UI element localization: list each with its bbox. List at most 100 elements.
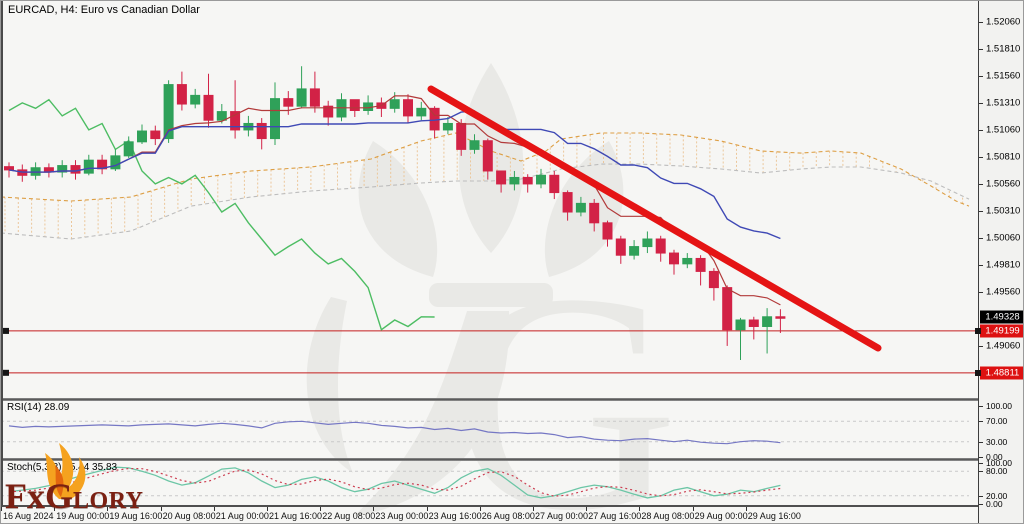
hline-price-badge: 1.49199	[980, 324, 1023, 338]
price-axis-label: 1.49060	[986, 340, 1021, 352]
time-axis-tick	[54, 507, 56, 511]
bull-candle-body	[123, 141, 134, 157]
bear-candle-body	[256, 122, 267, 140]
rsi-scale-label: 70.00	[986, 416, 1008, 427]
time-axis-label: 26 Aug 08:00	[481, 511, 535, 521]
time-axis-tick	[533, 507, 534, 511]
bear-candle-body	[655, 238, 666, 254]
hline-anchor-marker[interactable]	[3, 369, 9, 376]
price-axis-tick	[979, 183, 983, 185]
bear-candle-body	[496, 170, 507, 185]
bull-candle-body	[762, 316, 773, 327]
time-axis-label: 22 Aug 08:00	[322, 511, 376, 521]
time-axis-label: 21 Aug 16:00	[269, 511, 323, 521]
fxglory-logo-text: FxGLORY	[5, 476, 144, 516]
rsi-scale-label: 100.00	[986, 401, 1012, 411]
stoch-indicator-label: Stoch(5,3,3) 45.44 35.83	[7, 462, 118, 473]
bull-candle-body	[735, 319, 746, 331]
bull-candle-body	[163, 84, 174, 140]
senkou-span-a-line	[1, 132, 970, 207]
bear-candle-body	[748, 319, 759, 327]
bear-candle-body	[695, 257, 706, 272]
price-axis-label: 1.51560	[986, 70, 1021, 82]
rsi-pane[interactable]	[1, 401, 978, 458]
bear-candle-body	[456, 122, 467, 150]
bear-candle-body	[482, 140, 493, 172]
stoch-k-line	[8, 466, 781, 499]
stoch-scale-tick	[979, 471, 983, 473]
bear-candle-body	[403, 99, 413, 117]
chart-left-border	[1, 1, 3, 507]
price-axis-label: 1.50310	[986, 205, 1021, 217]
bear-candle-body	[203, 94, 214, 121]
price-axis-tick	[979, 156, 983, 158]
price-axis-tick	[979, 102, 983, 104]
price-axis[interactable]: 1.52060 1.51810 1.51560 1.51310 1.51060 1.508…	[975, 1, 1023, 523]
current-price-badge: 1.49328	[980, 310, 1023, 324]
price-axis-tick	[979, 345, 983, 347]
watermark-lily-left-petal	[358, 141, 438, 277]
rsi-indicator-label: RSI(14) 28.09	[7, 402, 70, 413]
watermark-lily-band	[429, 283, 553, 307]
kijun-sen-line	[8, 110, 781, 240]
hline-anchor-marker[interactable]	[3, 327, 9, 334]
price-axis-tick	[979, 129, 983, 131]
bull-candle-body	[110, 155, 121, 170]
bull-candle-body	[642, 238, 653, 248]
price-axis-tick	[979, 210, 983, 212]
bull-candle-body	[57, 165, 68, 173]
time-axis-label: 19 Aug 00:00	[56, 511, 110, 521]
time-axis-label: 20 Aug 08:00	[162, 511, 216, 521]
watermark-swirl	[306, 297, 353, 473]
price-axis-label: 1.49810	[986, 259, 1021, 271]
bear-candle-body	[775, 316, 786, 319]
bear-candle-body	[522, 176, 533, 185]
time-axis-label: 28 Aug 08:00	[641, 511, 695, 521]
stoch-scale-tick	[979, 463, 983, 464]
bull-candle-body	[216, 111, 227, 121]
price-axis-tick	[979, 291, 983, 293]
bull-candle-body	[389, 99, 400, 109]
chart-title: EURCAD, H4: Euro vs Canadian Dollar	[8, 4, 200, 16]
bear-candle-body	[230, 111, 241, 131]
price-axis-label: 1.50560	[986, 178, 1021, 190]
stoch-pane[interactable]	[1, 461, 978, 505]
fxglory-logo: FxGLORY	[3, 443, 173, 521]
price-axis-tick	[979, 237, 983, 239]
bear-candle-body	[323, 105, 334, 118]
main-chart-pane[interactable]	[1, 1, 978, 398]
price-axis-label: 1.52060	[986, 16, 1021, 28]
pane-separator[interactable]	[1, 398, 978, 401]
time-axis-tick	[213, 507, 215, 511]
flame-icon	[45, 443, 86, 499]
price-axis-label: 1.49560	[986, 286, 1021, 298]
price-axis-label: 1.51310	[986, 97, 1021, 109]
stoch-scale-tick	[979, 504, 983, 505]
bear-candle-body	[283, 98, 294, 107]
price-axis-tick	[979, 21, 983, 23]
time-axis-tick	[320, 507, 322, 511]
price-axis-tick	[979, 264, 983, 266]
time-axis[interactable]: 16 Aug 2024 19 Aug 00:00 19 Aug 16:00 20 Au…	[1, 507, 978, 523]
bull-candle-body	[469, 140, 480, 150]
rsi-scale-label: 30.00	[986, 436, 1008, 447]
bull-candle-body	[137, 130, 147, 143]
rsi-scale-tick	[979, 406, 983, 407]
bull-candle-body	[83, 159, 94, 174]
bear-candle-body	[722, 287, 733, 331]
watermark-letter-g: G	[453, 230, 678, 524]
senkou-span-b-line	[1, 163, 970, 240]
badge-anchor-marker	[975, 327, 981, 334]
stoch-scale-label: 0.00	[986, 499, 1003, 509]
badge-anchor-marker	[975, 369, 981, 376]
pane-separator[interactable]	[1, 458, 978, 461]
stoch-scale-tick	[979, 495, 983, 497]
bull-candle-body	[296, 88, 307, 107]
time-axis-tick	[426, 507, 428, 511]
time-axis-tick	[267, 507, 268, 511]
time-axis-tick	[1, 507, 2, 511]
bear-candle-body	[549, 174, 560, 194]
time-axis-label: 21 Aug 00:00	[215, 511, 269, 521]
price-axis-tick	[979, 48, 983, 50]
descending-trendline[interactable]	[427, 85, 882, 352]
